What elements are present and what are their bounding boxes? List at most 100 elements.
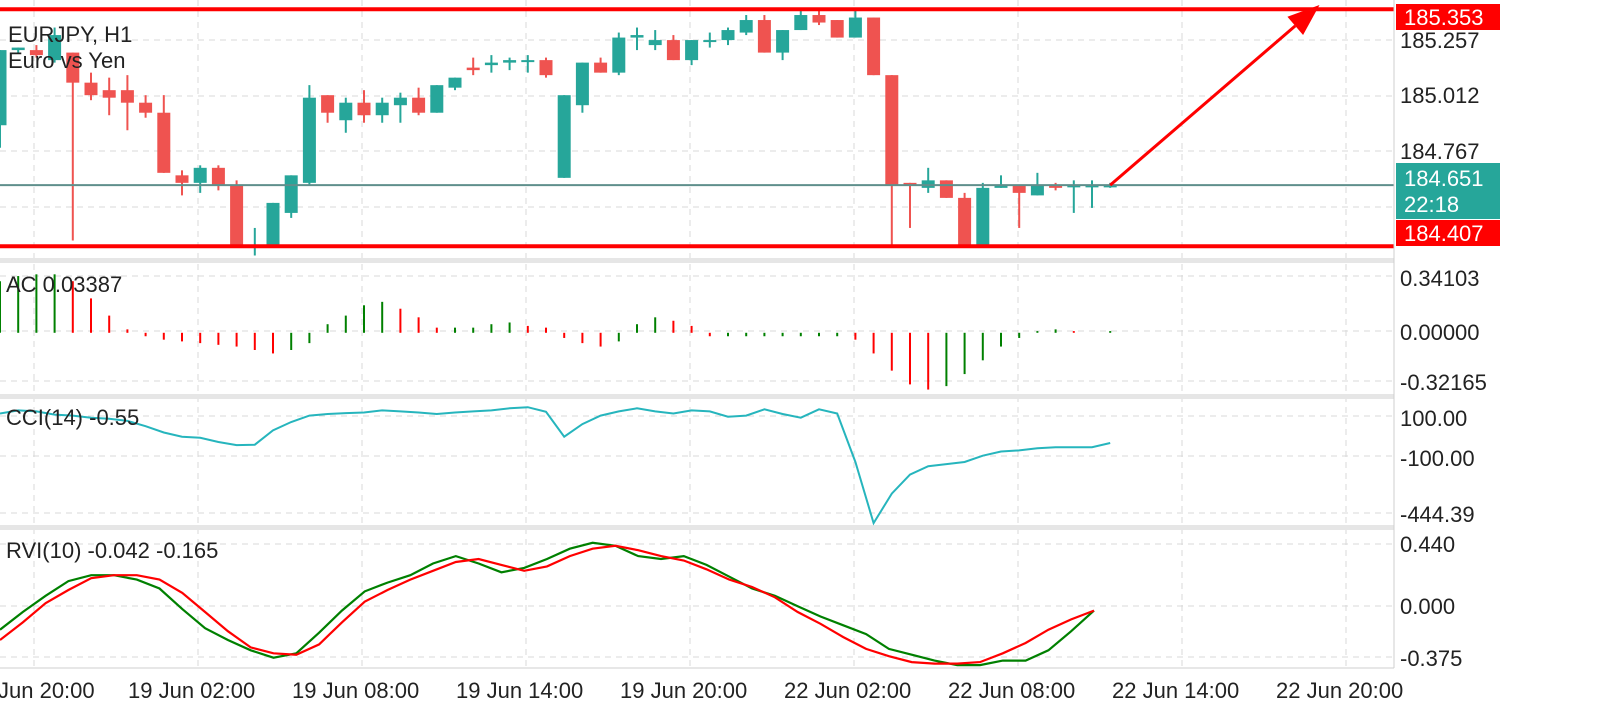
candle-body (994, 185, 1008, 188)
candle-body (120, 90, 134, 103)
candle-body (484, 62, 498, 66)
candlestick-series (0, 7, 1117, 256)
cci-tick: -100.00 (1400, 446, 1475, 471)
candle-body (29, 50, 43, 56)
price-tick: 185.257 (1400, 28, 1480, 53)
time-tick: 22 Jun 14:00 (1112, 678, 1239, 703)
rvi-tick: 0.000 (1400, 594, 1455, 619)
candle-body (1012, 185, 1026, 193)
candle-body (685, 40, 699, 61)
candle-body (739, 20, 753, 33)
rvi-main-line (0, 541, 1095, 667)
arrow-head (1287, 5, 1320, 35)
time-axis[interactable]: Jun 20:00 19 Jun 02:00 19 Jun 08:00 19 J… (0, 678, 1403, 703)
candle-body (776, 30, 790, 53)
candle-body (430, 85, 444, 113)
time-tick: 22 Jun 20:00 (1276, 678, 1403, 703)
candle-body (794, 15, 808, 31)
candle-body (594, 62, 608, 73)
candle-body (193, 167, 207, 183)
candle-body (157, 112, 171, 173)
candle-body (921, 180, 935, 188)
candle-body (503, 60, 517, 63)
ac-tick: 0.34103 (1400, 266, 1480, 291)
time-tick: 19 Jun 20:00 (620, 678, 747, 703)
candle-body (539, 60, 553, 76)
candle-body (812, 15, 826, 23)
support-price-label: 184.407 (1404, 221, 1484, 246)
ac-axis[interactable]: 0.34103 0.00000 -0.32165 (1400, 266, 1487, 395)
pane-separator (0, 525, 1394, 530)
candle-body (339, 102, 353, 121)
time-tick: 22 Jun 08:00 (948, 678, 1075, 703)
candle-body (66, 52, 80, 83)
candle-body (466, 67, 480, 71)
arrow-shaft (1109, 24, 1297, 187)
symbol-subtitle: Euro vs Yen (8, 48, 125, 73)
candle-body (48, 35, 62, 61)
rvi-signal-line (0, 544, 1095, 665)
grid (0, 0, 1394, 668)
time-tick: 19 Jun 14:00 (456, 678, 583, 703)
candle-body (757, 20, 771, 53)
trend-arrow[interactable] (1109, 5, 1320, 187)
candle-body (867, 17, 881, 76)
cci-tick: -444.39 (1400, 502, 1475, 527)
cci-label: CCI(14) -0.55 (6, 405, 139, 430)
candle-body (284, 175, 298, 213)
rvi-axis[interactable]: 0.440 0.000 -0.375 (1400, 532, 1462, 671)
candle-body (958, 197, 972, 248)
ac-tick: 0.00000 (1400, 320, 1480, 345)
candle-body (848, 17, 862, 38)
candle-body (321, 95, 335, 113)
ac-histogram (0, 274, 1112, 390)
candle-body (939, 180, 953, 198)
candle-body (84, 82, 98, 96)
candle-body (102, 90, 116, 98)
candle-body (521, 60, 535, 63)
current-price-label: 184.651 (1404, 166, 1484, 191)
pane-separator (0, 258, 1394, 263)
candle-body (302, 97, 316, 183)
candle-body (1085, 185, 1099, 188)
candle-body (230, 185, 244, 246)
candle-body (375, 102, 389, 116)
resistance-price-label: 185.353 (1404, 5, 1484, 30)
candle-body (175, 175, 189, 183)
candle-body (903, 182, 917, 186)
candle-body (575, 62, 589, 106)
candle-body (666, 40, 680, 61)
rvi-tick: 0.440 (1400, 532, 1455, 557)
rvi-tick: -0.375 (1400, 646, 1462, 671)
rvi-label: RVI(10) -0.042 -0.165 (6, 538, 218, 563)
cci-axis[interactable]: 100.00 -100.00 -444.39 (1400, 406, 1475, 527)
candle-body (703, 40, 717, 43)
candle-body (412, 97, 426, 113)
ac-label: AC 0.03387 (6, 272, 122, 297)
candle-body (357, 102, 371, 116)
current-price-tag (1396, 163, 1500, 219)
ac-tick: -0.32165 (1400, 370, 1487, 395)
cci-tick: 100.00 (1400, 406, 1467, 431)
candle-body (211, 167, 225, 186)
candle-body (448, 77, 462, 88)
candle-body (1030, 185, 1044, 196)
candle-body (976, 187, 990, 248)
candle-body (266, 202, 280, 246)
candle-body (721, 30, 735, 41)
time-tick: 22 Jun 02:00 (784, 678, 911, 703)
time-tick: 19 Jun 08:00 (292, 678, 419, 703)
candle-body (885, 75, 899, 186)
time-tick: 19 Jun 02:00 (128, 678, 255, 703)
resistance-price-tag (1396, 4, 1500, 30)
candle-body (11, 47, 25, 51)
candle-body (393, 97, 407, 106)
price-axis[interactable]: 185.257 185.012 184.767 185.353 184.651 … (1396, 4, 1500, 246)
candle-body (557, 95, 571, 178)
candle-body (1103, 185, 1117, 188)
candle-body (648, 40, 662, 46)
pane-separators (0, 258, 1394, 530)
candle-countdown: 22:18 (1404, 192, 1459, 217)
